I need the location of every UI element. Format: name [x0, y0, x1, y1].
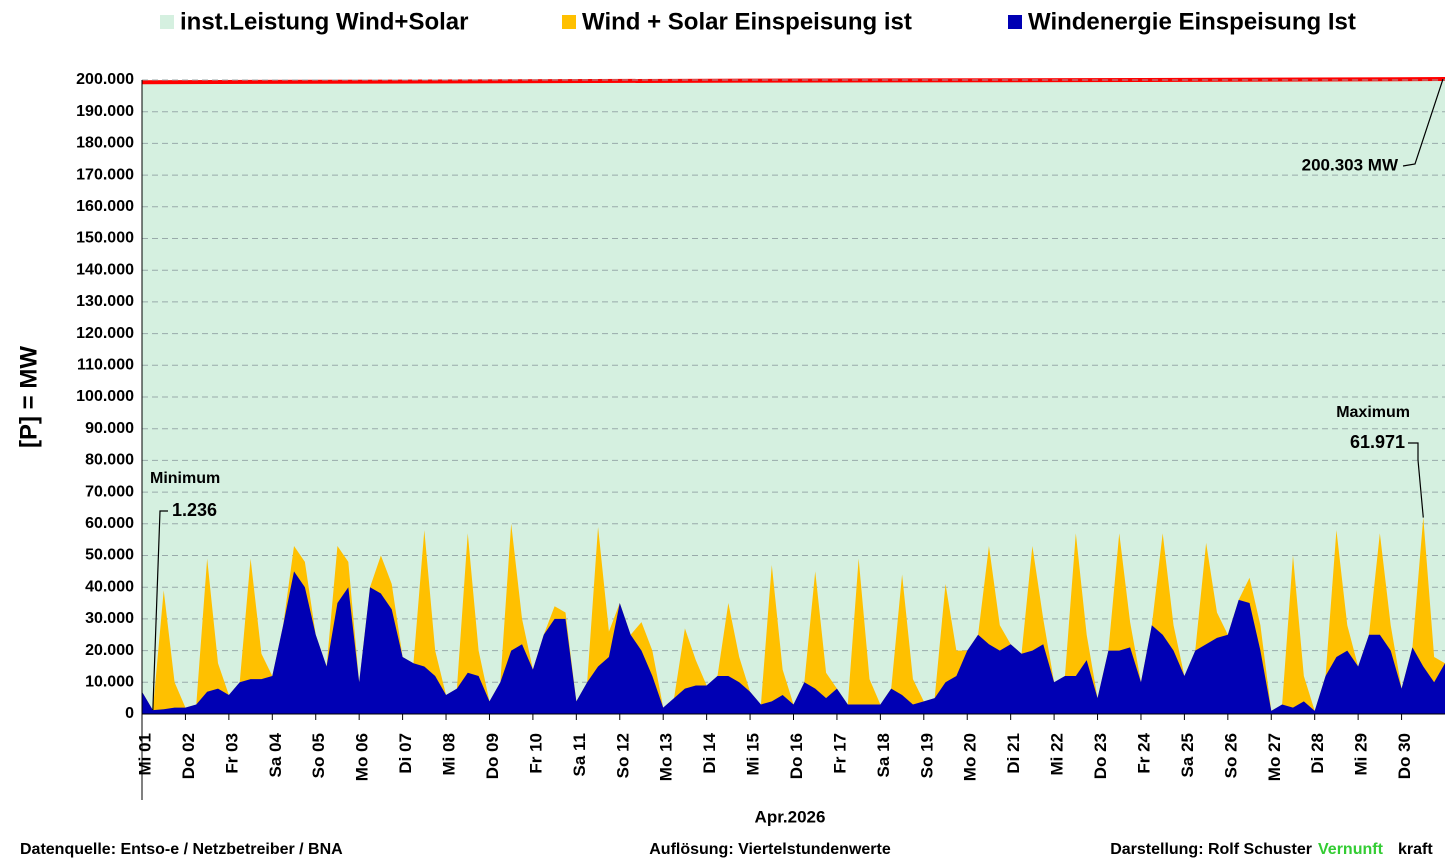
x-tick-label: Sa 18 [874, 733, 893, 777]
y-tick-label: 10.000 [85, 674, 134, 691]
x-tick-label: Mi 01 [135, 733, 154, 776]
footer-resolution: Auflösung: Viertelstundenwerte [649, 841, 891, 858]
y-tick-label: 130.000 [76, 293, 134, 310]
x-tick-label: So 12 [613, 733, 632, 778]
y-tick-label: 60.000 [85, 515, 134, 532]
x-tick-label: Sa 25 [1178, 733, 1197, 777]
plot [141, 77, 1445, 714]
legend-swatch [1008, 15, 1022, 29]
x-tick-label: Fr 03 [222, 733, 241, 774]
y-tick-label: 70.000 [85, 483, 134, 500]
x-tick-label: Fr 10 [526, 733, 545, 774]
x-tick-label: Mi 22 [1048, 733, 1067, 776]
annotation-leader [152, 510, 168, 711]
y-tick-label: 30.000 [85, 610, 134, 627]
y-tick-label: 170.000 [76, 166, 134, 183]
x-tick-label: Mo 06 [353, 733, 372, 781]
x-tick-label: So 05 [309, 733, 328, 778]
y-tick-label: 0 [125, 705, 134, 722]
y-tick-label: 100.000 [76, 388, 134, 405]
legend-swatch [562, 15, 576, 29]
x-tick-label: Di 07 [396, 733, 415, 774]
footer-brand: Vernunft [1318, 841, 1384, 858]
y-tick-label: 180.000 [76, 135, 134, 152]
x-tick-label: So 26 [1221, 733, 1240, 778]
annotation-leader [1402, 78, 1444, 167]
annotation-title: Minimum [150, 470, 220, 487]
y-tick-label: 110.000 [77, 357, 134, 374]
x-tick-label: Do 09 [483, 733, 502, 779]
y-tick-label: 190.000 [76, 103, 134, 120]
annotation-value: 61.971 [1350, 432, 1405, 452]
x-tick-label: Do 23 [1091, 733, 1110, 779]
y-tick-label: 40.000 [85, 578, 134, 595]
y-tick-label: 140.000 [76, 261, 134, 278]
y-tick-label: 80.000 [85, 452, 134, 469]
x-tick-label: Mo 27 [1265, 733, 1284, 781]
legend-swatch [160, 15, 174, 29]
footer-source: Datenquelle: Entso-e / Netzbetreiber / B… [20, 841, 343, 858]
x-tick-label: Mi 15 [744, 733, 763, 776]
y-tick-label: 90.000 [85, 420, 134, 437]
y-tick-label: 50.000 [85, 547, 134, 564]
x-tick-label: Mi 08 [440, 733, 459, 776]
x-tick-label: Di 21 [1004, 733, 1023, 774]
x-tick-label: Mo 20 [961, 733, 980, 781]
x-tick-label: Fr 24 [1134, 732, 1153, 773]
y-tick-label: 120.000 [76, 325, 134, 342]
x-tick-label: Sa 11 [570, 733, 589, 777]
area [142, 571, 1445, 714]
y-tick-label: 200.000 [76, 71, 134, 88]
footer-brand: kraft [1398, 841, 1433, 858]
x-tick-label: So 19 [917, 733, 936, 778]
y-axis-label: [P] = MW [15, 346, 42, 448]
x-tick-label: Di 14 [700, 732, 719, 773]
legend-label: Windenergie Einspeisung Ist [1028, 8, 1356, 35]
x-tick-label: Mo 13 [657, 733, 676, 781]
x-tick-label: Do 16 [787, 733, 806, 779]
x-axis-label: Apr.2026 [755, 807, 826, 826]
annotation-leader [1408, 442, 1424, 518]
y-tick-label: 150.000 [76, 230, 134, 247]
annotation-title: Maximum [1336, 404, 1410, 421]
annotation-value: 1.236 [172, 500, 217, 520]
x-tick-label: Mi 29 [1352, 733, 1371, 776]
x-tick-label: Do 30 [1395, 733, 1414, 779]
y-tick-label: 160.000 [76, 198, 134, 215]
x-tick-label: Sa 04 [266, 732, 285, 777]
y-tick-label: 20.000 [85, 642, 134, 659]
legend-label: Wind + Solar Einspeisung ist [582, 8, 912, 35]
x-tick-label: Fr 17 [830, 733, 849, 774]
footer-author: Darstellung: Rolf Schuster [1110, 841, 1312, 858]
legend-label: inst.Leistung Wind+Solar [180, 8, 468, 35]
annotation-value: 200.303 MW [1302, 155, 1399, 174]
x-tick-label: Do 02 [179, 733, 198, 779]
x-tick-label: Di 28 [1308, 733, 1327, 774]
